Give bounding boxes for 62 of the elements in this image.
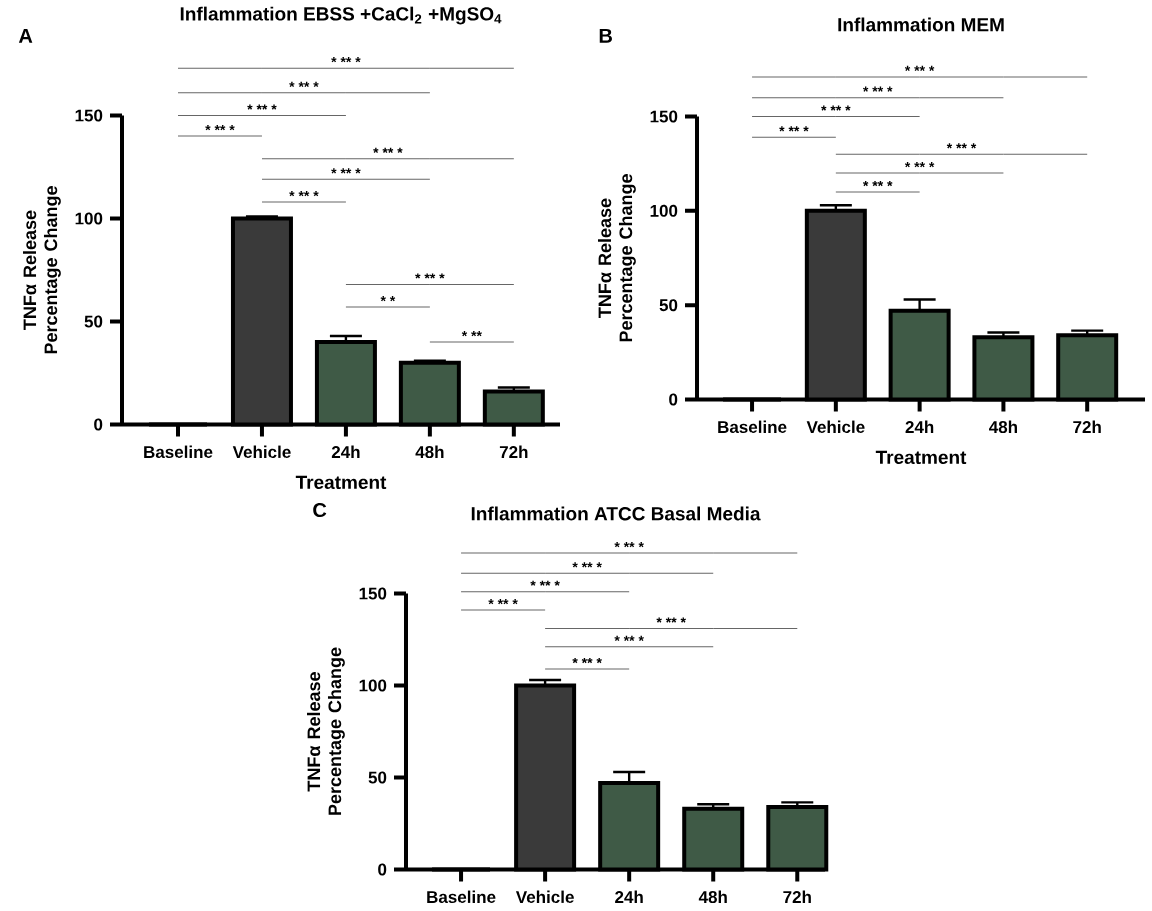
x-tick-label: Baseline — [718, 420, 787, 434]
x-tick-label: Vehicle — [515, 890, 574, 904]
annotation: * ** * — [904, 162, 935, 168]
text: A — [18, 29, 33, 43]
x-tick-label: 72h — [783, 890, 811, 904]
text: * ** * — [530, 580, 560, 587]
text: * ** * — [614, 542, 644, 548]
text: * ** * — [247, 104, 277, 110]
y-tick-label: 150 — [75, 109, 103, 122]
x-tick-label: 48h — [415, 445, 444, 459]
annotation: * ** * — [289, 191, 319, 197]
x-tick-label: Baseline — [427, 890, 496, 904]
text: * ** * — [821, 105, 851, 111]
annotation: * ** * — [656, 617, 686, 623]
x-tick-label: 72h — [1073, 420, 1101, 434]
annotation: * ** * — [572, 658, 602, 664]
y-tick-label: 50 — [659, 299, 678, 312]
y-tick-label: 150 — [359, 587, 387, 600]
y-tick-label: 100 — [75, 212, 103, 225]
text: * ** * — [572, 562, 602, 568]
chart-title: Inflammation EBSS +CaCl$_{2}$ +MgSO$_{4}$ — [180, 6, 502, 25]
text: * ** * — [331, 57, 361, 63]
x-axis-title: Treatment — [875, 451, 967, 465]
x-tick-label: Vehicle — [232, 445, 291, 459]
text: * ** * — [289, 82, 319, 88]
annotation: * ** — [461, 331, 482, 337]
annotation: * ** * — [779, 126, 809, 132]
annotation: * ** * — [205, 125, 235, 131]
x-tick-label: 48h — [698, 890, 727, 904]
y-axis-title: TNFα Release Percentage Change — [306, 647, 345, 816]
annotation: * ** * — [488, 599, 518, 605]
y-tick-label: 0 — [378, 863, 387, 876]
x-tick-label: 72h — [499, 445, 528, 459]
annotation: * ** * — [373, 147, 403, 154]
annotation: * ** * — [331, 168, 361, 174]
x-tick-label: 24h — [905, 420, 934, 434]
text: * ** * — [904, 66, 935, 72]
chart-title: Inflammation ATCC Basal Media — [471, 506, 761, 521]
annotation: * ** * — [946, 143, 977, 149]
x-tick-label: 48h — [989, 420, 1017, 434]
y-tick-label: 50 — [84, 315, 103, 328]
y-tick-label: 0 — [669, 393, 678, 406]
annotation: * * — [380, 296, 396, 302]
y-tick-label: 100 — [650, 205, 678, 218]
annotation: * ** * — [415, 273, 445, 279]
y-axis-title: TNFα Release Percentage Change — [597, 174, 636, 342]
annotation: * ** * — [862, 181, 893, 187]
y-axis-title: TNFα Release Percentage Change — [22, 186, 61, 354]
chart-title: Inflammation MEM — [838, 17, 1004, 32]
y-tick-label: 50 — [368, 771, 387, 784]
x-tick-label: Baseline — [144, 445, 213, 459]
y-tick-label: 0 — [94, 418, 103, 431]
text: * ** * — [862, 86, 893, 93]
text: C — [313, 503, 327, 518]
x-tick-label: Vehicle — [806, 420, 865, 434]
y-tick-label: 150 — [650, 110, 678, 123]
x-tick-label: 24h — [331, 445, 360, 459]
annotation: * ** * — [614, 636, 644, 642]
x-tick-label: 24h — [615, 890, 643, 904]
x-axis-title: Treatment — [295, 476, 387, 490]
y-tick-label: 100 — [359, 679, 387, 692]
text: B — [599, 29, 612, 43]
